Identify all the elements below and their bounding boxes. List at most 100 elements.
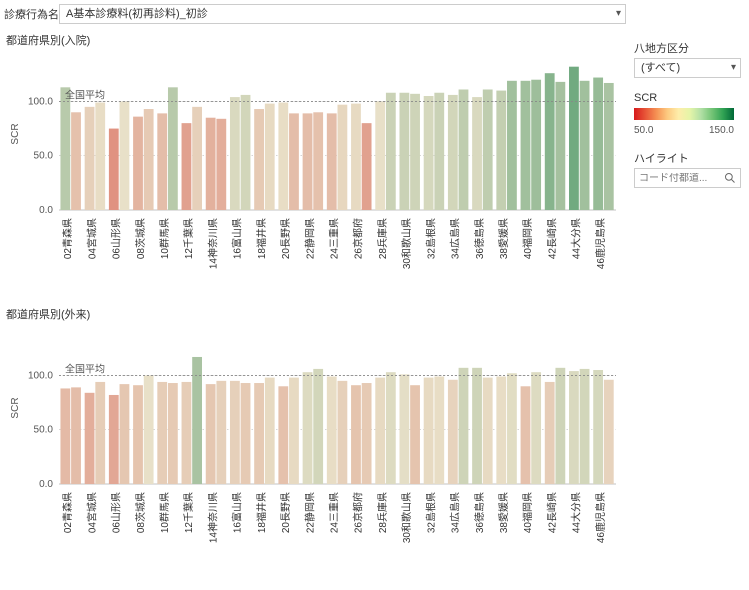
bar[interactable]: [192, 357, 202, 484]
bar[interactable]: [472, 368, 482, 484]
bar[interactable]: [410, 385, 420, 484]
bar[interactable]: [472, 97, 482, 210]
highlight-search[interactable]: [634, 168, 741, 188]
bar[interactable]: [604, 380, 614, 484]
bar[interactable]: [230, 381, 240, 484]
bar[interactable]: [109, 395, 119, 484]
bar[interactable]: [216, 119, 226, 210]
region-filter-select[interactable]: (すべて): [634, 58, 741, 78]
bar[interactable]: [85, 107, 95, 210]
bar[interactable]: [289, 378, 299, 484]
bar[interactable]: [507, 81, 517, 210]
bar[interactable]: [206, 384, 216, 484]
bar[interactable]: [362, 123, 372, 210]
bar[interactable]: [399, 93, 409, 210]
bar[interactable]: [483, 378, 493, 484]
bar[interactable]: [531, 372, 541, 484]
bar[interactable]: [192, 107, 202, 210]
bar[interactable]: [144, 375, 154, 484]
bar[interactable]: [278, 386, 288, 484]
bar[interactable]: [593, 370, 603, 484]
bar[interactable]: [278, 103, 288, 210]
bar[interactable]: [434, 93, 444, 210]
bar[interactable]: [71, 387, 81, 484]
bar[interactable]: [545, 382, 555, 484]
bar[interactable]: [265, 104, 275, 210]
bar[interactable]: [448, 380, 458, 484]
bar[interactable]: [410, 94, 420, 210]
bar[interactable]: [521, 81, 531, 210]
bar[interactable]: [496, 91, 506, 210]
treatment-select[interactable]: A基本診療料(初再診料)_初診: [59, 4, 626, 24]
bar[interactable]: [120, 384, 130, 484]
bar[interactable]: [85, 393, 95, 484]
bar[interactable]: [157, 382, 167, 484]
bar[interactable]: [448, 95, 458, 210]
bar[interactable]: [399, 374, 409, 484]
bar[interactable]: [182, 382, 192, 484]
bar[interactable]: [60, 87, 70, 210]
bar[interactable]: [569, 371, 579, 484]
bar[interactable]: [60, 388, 70, 484]
bar[interactable]: [424, 96, 434, 210]
bar[interactable]: [254, 383, 264, 484]
bar[interactable]: [241, 383, 251, 484]
bar[interactable]: [545, 73, 555, 210]
bar[interactable]: [109, 129, 119, 210]
bar[interactable]: [230, 97, 240, 210]
bar[interactable]: [338, 381, 348, 484]
svg-text:04宮城県: 04宮城県: [85, 492, 98, 533]
highlight-input[interactable]: [639, 173, 724, 184]
bar[interactable]: [241, 95, 251, 210]
bar[interactable]: [95, 103, 105, 210]
bar[interactable]: [182, 123, 192, 210]
bar[interactable]: [424, 378, 434, 484]
bar[interactable]: [206, 118, 216, 210]
bar[interactable]: [386, 93, 396, 210]
bar[interactable]: [303, 372, 313, 484]
bar[interactable]: [362, 383, 372, 484]
svg-text:18福井県: 18福井県: [255, 218, 268, 259]
bar[interactable]: [168, 383, 178, 484]
bar[interactable]: [338, 105, 348, 210]
bar[interactable]: [351, 385, 361, 484]
bar[interactable]: [569, 67, 579, 210]
bar[interactable]: [496, 377, 506, 484]
bar[interactable]: [459, 89, 469, 210]
bar[interactable]: [580, 81, 590, 210]
bar[interactable]: [351, 104, 361, 210]
bar[interactable]: [459, 368, 469, 484]
bar[interactable]: [555, 368, 565, 484]
bar[interactable]: [434, 377, 444, 484]
bar[interactable]: [133, 117, 143, 210]
bar[interactable]: [157, 113, 167, 210]
bar[interactable]: [254, 109, 264, 210]
bar[interactable]: [507, 373, 517, 484]
bar[interactable]: [289, 113, 299, 210]
svg-text:SCR: SCR: [10, 123, 21, 144]
bar[interactable]: [531, 80, 541, 210]
bar[interactable]: [216, 381, 226, 484]
bar[interactable]: [313, 369, 323, 484]
bar[interactable]: [95, 382, 105, 484]
bar[interactable]: [313, 112, 323, 210]
bar[interactable]: [133, 385, 143, 484]
svg-text:44大分県: 44大分県: [570, 492, 583, 533]
bar[interactable]: [265, 378, 275, 484]
bar[interactable]: [120, 101, 130, 210]
bar[interactable]: [375, 378, 385, 484]
bar[interactable]: [604, 83, 614, 210]
bar[interactable]: [327, 113, 337, 210]
bar[interactable]: [580, 369, 590, 484]
bar[interactable]: [593, 78, 603, 210]
bar[interactable]: [303, 113, 313, 210]
bar[interactable]: [386, 372, 396, 484]
bar[interactable]: [521, 386, 531, 484]
bar[interactable]: [168, 87, 178, 210]
bar[interactable]: [144, 109, 154, 210]
bar[interactable]: [483, 89, 493, 210]
bar[interactable]: [375, 101, 385, 210]
bar[interactable]: [327, 377, 337, 484]
bar[interactable]: [71, 112, 81, 210]
chart: 0.050.0100.0SCR02青森県04宮城県06山形県08茨城県10群馬県…: [4, 324, 624, 574]
